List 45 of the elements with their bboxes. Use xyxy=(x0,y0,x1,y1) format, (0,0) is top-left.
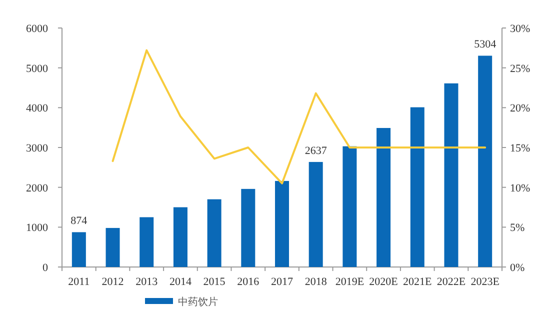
y-tick-label: 5000 xyxy=(26,62,48,75)
line-series xyxy=(112,49,486,184)
y-tick-label: 2000 xyxy=(26,182,48,194)
legend-label: 中药饮片 xyxy=(178,296,218,308)
data-label: 2637 xyxy=(304,144,328,157)
bar xyxy=(106,228,120,267)
bar xyxy=(72,232,86,267)
bar xyxy=(308,162,323,267)
y-tick-label: 0 xyxy=(42,262,48,274)
bar xyxy=(342,146,357,267)
y2-tick-label: 0% xyxy=(510,262,525,274)
y2-tick-label: 30% xyxy=(510,23,530,35)
x-tick-label: 2021E xyxy=(403,276,432,288)
bar xyxy=(478,56,492,267)
x-tick-label: 2016 xyxy=(237,276,260,288)
x-tick-label: 2013 xyxy=(136,276,158,288)
x-tick-label: 2018 xyxy=(304,276,328,288)
y2-tick-label: 25% xyxy=(510,62,530,75)
bar xyxy=(173,207,188,267)
x-tick-label: 2012 xyxy=(102,276,124,288)
data-label: 874 xyxy=(70,215,88,228)
bar xyxy=(410,107,424,267)
x-tick-label: 2011 xyxy=(68,276,90,288)
x-tick-label: 2014 xyxy=(169,276,192,288)
y2-tick-label: 20% xyxy=(510,102,530,115)
x-tick-label: 2022E xyxy=(436,276,466,288)
bar xyxy=(140,217,154,267)
x-tick-label: 2017 xyxy=(271,276,294,288)
bar xyxy=(207,199,222,267)
data-label: 5304 xyxy=(474,38,497,51)
y-tick-label: 4000 xyxy=(26,102,48,115)
bar xyxy=(241,188,256,267)
y2-tick-label: 5% xyxy=(510,222,525,234)
x-tick-label: 2019E xyxy=(335,276,364,288)
y-tick-label: 1000 xyxy=(26,222,48,234)
y-tick-label: 6000 xyxy=(26,23,48,35)
bar xyxy=(444,83,458,267)
x-tick-label: 2015 xyxy=(203,276,226,288)
bar xyxy=(376,128,391,267)
x-tick-label: 2023E xyxy=(470,276,500,288)
y2-tick-label: 10% xyxy=(510,182,530,194)
bar xyxy=(275,180,289,267)
y-tick-label: 3000 xyxy=(26,142,48,154)
y2-tick-label: 15% xyxy=(510,142,530,154)
x-tick-label: 2020E xyxy=(369,276,398,288)
